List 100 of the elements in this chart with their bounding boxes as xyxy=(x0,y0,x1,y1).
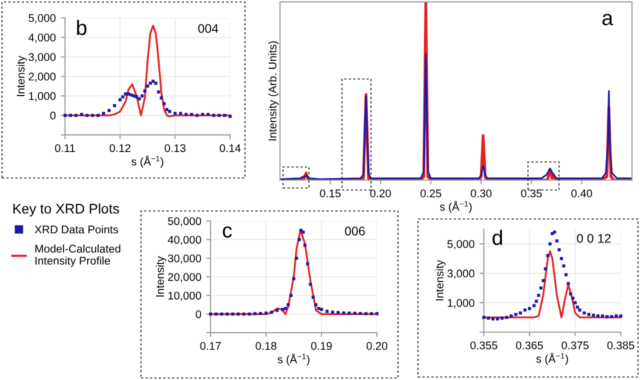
point xyxy=(539,286,542,290)
point xyxy=(130,93,133,96)
point xyxy=(542,279,545,282)
point xyxy=(500,316,504,320)
point xyxy=(331,310,334,314)
x-tick-label: 0.19 xyxy=(311,342,332,350)
point xyxy=(121,95,124,98)
point xyxy=(553,230,556,234)
y-tick-label: 3,000 xyxy=(447,270,474,279)
point xyxy=(491,317,495,320)
x-tick-label: 0.14 xyxy=(220,144,241,152)
point xyxy=(314,303,318,306)
point xyxy=(140,94,144,98)
point xyxy=(162,102,166,106)
point xyxy=(555,239,558,242)
annotation: 0 0 12 xyxy=(576,234,611,243)
y-axis-title: Intensity xyxy=(435,260,446,300)
point xyxy=(146,84,150,88)
point xyxy=(80,112,84,116)
point xyxy=(264,312,268,315)
point xyxy=(302,230,305,234)
legend-label: XRD Data Points xyxy=(34,225,118,234)
y-tick-label: 2,000 xyxy=(28,72,56,82)
point xyxy=(548,242,552,246)
point xyxy=(569,292,572,296)
point xyxy=(312,296,315,299)
point xyxy=(325,310,329,313)
point xyxy=(546,254,550,258)
point xyxy=(505,316,508,319)
point xyxy=(342,311,346,315)
annotation: 004 xyxy=(198,24,218,33)
point xyxy=(154,82,158,85)
point xyxy=(220,312,224,316)
point xyxy=(606,315,609,318)
y-tick-label: 30,000 xyxy=(168,254,202,264)
point xyxy=(214,312,218,316)
point xyxy=(258,312,262,316)
point xyxy=(226,312,229,316)
point xyxy=(348,312,351,315)
point xyxy=(179,112,182,115)
x-tick-label: 0.25 xyxy=(420,189,442,198)
x-tick-label: 0.365 xyxy=(516,341,543,350)
point xyxy=(578,308,582,312)
x-tick-label: 0.355 xyxy=(470,341,498,350)
point xyxy=(236,312,240,316)
point xyxy=(231,312,234,316)
point xyxy=(358,312,362,316)
point xyxy=(168,110,172,114)
legend-label: Model-Calculated Intensity Profile xyxy=(35,244,120,267)
point xyxy=(212,114,216,117)
x-axis-title: s (Å$^{−1}$) xyxy=(132,156,164,168)
y-tick-label: 5,000 xyxy=(28,14,56,24)
x-tick-label: 0.30 xyxy=(470,189,492,198)
point xyxy=(143,89,146,93)
point xyxy=(201,112,204,116)
y-tick-label: 50,000 xyxy=(168,217,202,226)
point xyxy=(308,282,312,286)
point xyxy=(284,306,287,310)
point xyxy=(276,308,279,312)
point xyxy=(482,316,486,319)
point xyxy=(364,312,368,316)
x-tick-label: 0.375 xyxy=(562,341,589,350)
y-axis-title: Intensity xyxy=(16,56,27,96)
point xyxy=(532,304,536,308)
y-tick-label: 3,000 xyxy=(28,53,56,62)
annotation: c xyxy=(222,226,232,238)
x-axis-title: s (Å$^{−1}$) xyxy=(536,352,568,365)
point xyxy=(375,312,379,316)
point xyxy=(248,312,251,316)
point xyxy=(113,104,116,108)
point xyxy=(294,256,298,260)
point xyxy=(196,114,199,117)
point xyxy=(292,277,296,280)
point xyxy=(370,312,373,316)
y-tick-label: 40,000 xyxy=(168,236,202,246)
point xyxy=(587,312,590,316)
point xyxy=(317,306,320,310)
point xyxy=(576,306,579,309)
point xyxy=(537,294,540,297)
point xyxy=(534,300,538,303)
y-tick-label: 4,000 xyxy=(28,34,56,43)
point xyxy=(209,312,212,316)
point xyxy=(68,114,72,117)
point xyxy=(218,114,221,117)
point xyxy=(96,114,100,117)
point xyxy=(223,114,226,117)
y-tick-label: 1,000 xyxy=(448,298,474,308)
y-axis-title: Intensity (Arb. Units) xyxy=(268,41,279,140)
point xyxy=(85,114,89,117)
annotation: 006 xyxy=(344,226,365,236)
point xyxy=(320,308,324,311)
point xyxy=(228,114,232,118)
annotation: d xyxy=(492,230,502,246)
y-tick-label: 5,000 xyxy=(447,240,474,250)
point xyxy=(74,114,78,117)
point xyxy=(63,114,67,117)
point xyxy=(514,312,518,316)
point xyxy=(566,282,570,286)
point xyxy=(523,308,526,312)
point xyxy=(174,112,177,115)
